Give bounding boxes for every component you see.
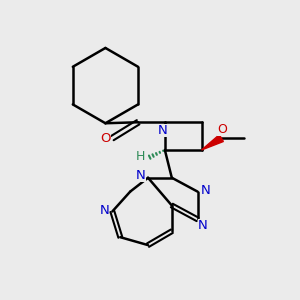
- Text: N: N: [158, 124, 168, 137]
- Text: H: H: [135, 150, 145, 164]
- Text: O: O: [100, 132, 111, 145]
- Polygon shape: [202, 135, 224, 150]
- Text: O: O: [218, 123, 227, 136]
- Text: N: N: [136, 169, 146, 182]
- Text: N: N: [100, 204, 109, 217]
- Text: N: N: [201, 184, 210, 197]
- Text: N: N: [198, 219, 207, 232]
